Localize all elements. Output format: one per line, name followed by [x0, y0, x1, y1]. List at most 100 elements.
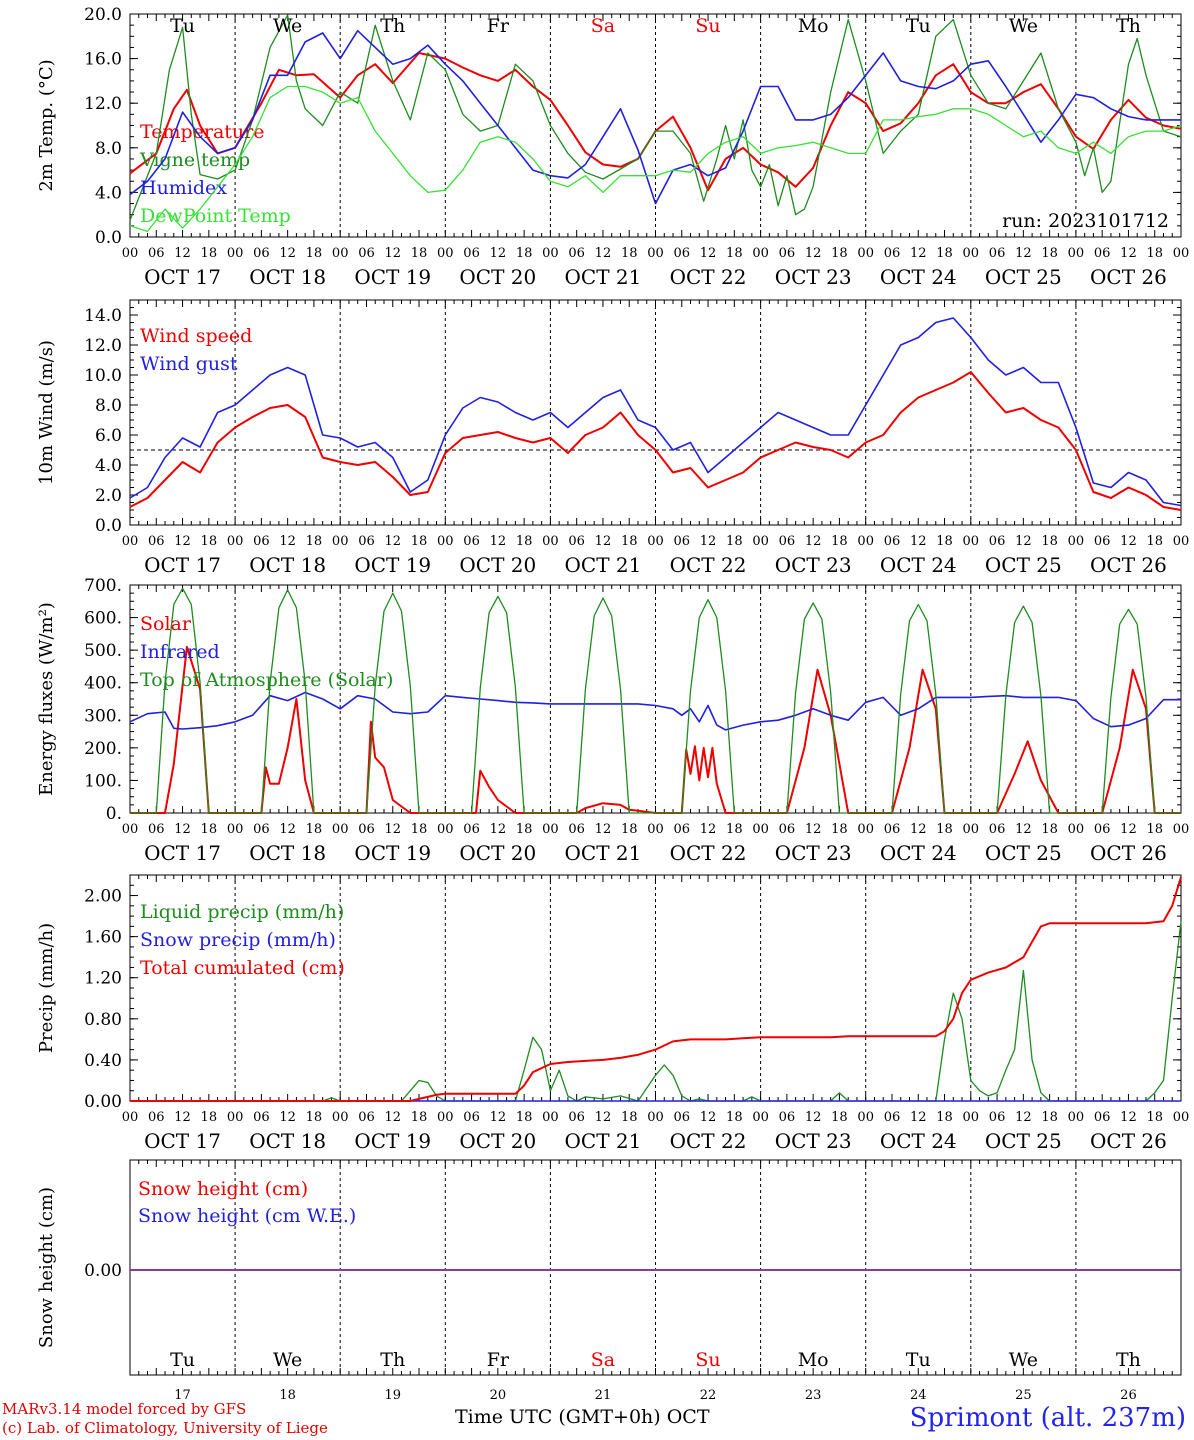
hour-label: 06 — [463, 822, 480, 837]
hour-label: 18 — [1041, 246, 1058, 261]
hour-label: 12 — [700, 1110, 717, 1125]
hour-label: 00 — [542, 822, 559, 837]
hour-label: 00 — [122, 246, 139, 261]
hour-label: 12 — [279, 1110, 296, 1125]
y-tick-label: 8.0 — [95, 139, 122, 159]
hour-label: 12 — [595, 822, 612, 837]
date-label: OCT 18 — [249, 265, 326, 289]
day-number-label: 24 — [910, 1388, 927, 1403]
legend-entry: Total cumulated (cm) — [140, 957, 345, 979]
legend-entry: Top of Atmosphere (Solar) — [140, 669, 393, 691]
hour-label: 00 — [1068, 534, 1085, 549]
day-number-label: 21 — [595, 1388, 612, 1403]
date-label: OCT 23 — [775, 1129, 852, 1153]
weekday-label: Mo — [798, 15, 829, 37]
hour-label: 00 — [857, 534, 874, 549]
hour-label: 06 — [253, 822, 270, 837]
hour-label: 12 — [910, 534, 927, 549]
date-label: OCT 18 — [249, 1129, 326, 1153]
day-number-label: 19 — [384, 1388, 401, 1403]
hour-label: 18 — [306, 822, 323, 837]
legend-entry: Liquid precip (mm/h) — [140, 901, 344, 923]
day-number-label: 26 — [1120, 1388, 1137, 1403]
hour-label: 12 — [805, 534, 822, 549]
date-label: OCT 26 — [1090, 553, 1167, 577]
date-label: OCT 24 — [880, 841, 957, 865]
legend-entry: Wind gust — [140, 353, 238, 375]
weekday-label: Mo — [798, 1349, 829, 1371]
hour-label: 12 — [384, 1110, 401, 1125]
hour-label: 06 — [148, 1110, 165, 1125]
y-axis-label: 10m Wind (m/s) — [36, 340, 57, 485]
hour-label: 06 — [1094, 1110, 1111, 1125]
hour-label: 00 — [122, 822, 139, 837]
hour-label: 06 — [884, 246, 901, 261]
hour-label: 12 — [700, 534, 717, 549]
hour-label: 18 — [1041, 1110, 1058, 1125]
hour-label: 12 — [700, 822, 717, 837]
hour-label: 18 — [306, 246, 323, 261]
plot-frame — [129, 299, 1182, 526]
hour-label: 12 — [1015, 1110, 1032, 1125]
hour-label: 00 — [227, 822, 244, 837]
y-tick-label: 2.00 — [84, 887, 122, 907]
y-tick-label: 400. — [84, 674, 122, 694]
y-tick-label: 6.0 — [95, 426, 122, 446]
hour-label: 12 — [174, 1110, 191, 1125]
hour-label: 06 — [779, 534, 796, 549]
date-label: OCT 22 — [670, 1129, 747, 1153]
series-line-3 — [130, 587, 1181, 814]
hour-label: 12 — [279, 822, 296, 837]
hour-label: 00 — [857, 822, 874, 837]
hour-label: 06 — [674, 534, 691, 549]
run-label: run: 2023101712 — [1002, 210, 1169, 232]
time-axis-label: Time UTC (GMT+0h) OCT — [455, 1406, 710, 1428]
hour-label: 18 — [726, 534, 743, 549]
hour-label: 06 — [1094, 534, 1111, 549]
legend-entry: Temperature — [140, 121, 264, 143]
date-label: OCT 20 — [459, 1129, 536, 1153]
date-label: OCT 21 — [565, 841, 642, 865]
hour-label: 00 — [542, 534, 559, 549]
hour-label: 00 — [1173, 822, 1190, 837]
hour-label: 18 — [726, 246, 743, 261]
legend-entry: Infrared — [140, 641, 220, 663]
hour-label: 18 — [1041, 822, 1058, 837]
hour-label: 12 — [595, 534, 612, 549]
y-tick-label: 100. — [84, 771, 122, 791]
date-label: OCT 23 — [775, 841, 852, 865]
y-tick-label: 0.00 — [84, 1261, 122, 1281]
hour-label: 00 — [647, 1110, 664, 1125]
hour-label: 00 — [647, 822, 664, 837]
hour-label: 12 — [490, 246, 507, 261]
hour-label: 18 — [201, 534, 218, 549]
date-label: OCT 22 — [670, 553, 747, 577]
legend-entry: DewPoint Temp — [140, 205, 291, 227]
hour-label: 18 — [726, 1110, 743, 1125]
hour-label: 06 — [779, 1110, 796, 1125]
hour-label: 18 — [411, 822, 428, 837]
hour-label: 00 — [332, 534, 349, 549]
hour-label: 06 — [674, 1110, 691, 1125]
footer-credits: MARv3.14 model forced by GFS (c) Lab. of… — [2, 1400, 328, 1438]
date-label: OCT 17 — [144, 553, 221, 577]
hour-label: 06 — [358, 1110, 375, 1125]
legend-entry: Solar — [140, 613, 192, 635]
y-tick-label: 14.0 — [84, 306, 122, 326]
hour-label: 00 — [647, 246, 664, 261]
day-number-label: 20 — [490, 1388, 507, 1403]
hour-label: 00 — [963, 1110, 980, 1125]
y-tick-label: 0.40 — [84, 1051, 122, 1071]
hour-label: 00 — [332, 1110, 349, 1125]
hour-label: 06 — [989, 534, 1006, 549]
hour-label: 00 — [963, 534, 980, 549]
series-line-4 — [129, 85, 1182, 233]
hour-label: 00 — [1068, 246, 1085, 261]
hour-label: 06 — [358, 246, 375, 261]
hour-label: 18 — [1146, 1110, 1163, 1125]
hour-label: 18 — [936, 246, 953, 261]
hour-label: 18 — [621, 534, 638, 549]
series-line-3 — [129, 29, 1181, 205]
weekday-label: We — [1009, 15, 1038, 37]
